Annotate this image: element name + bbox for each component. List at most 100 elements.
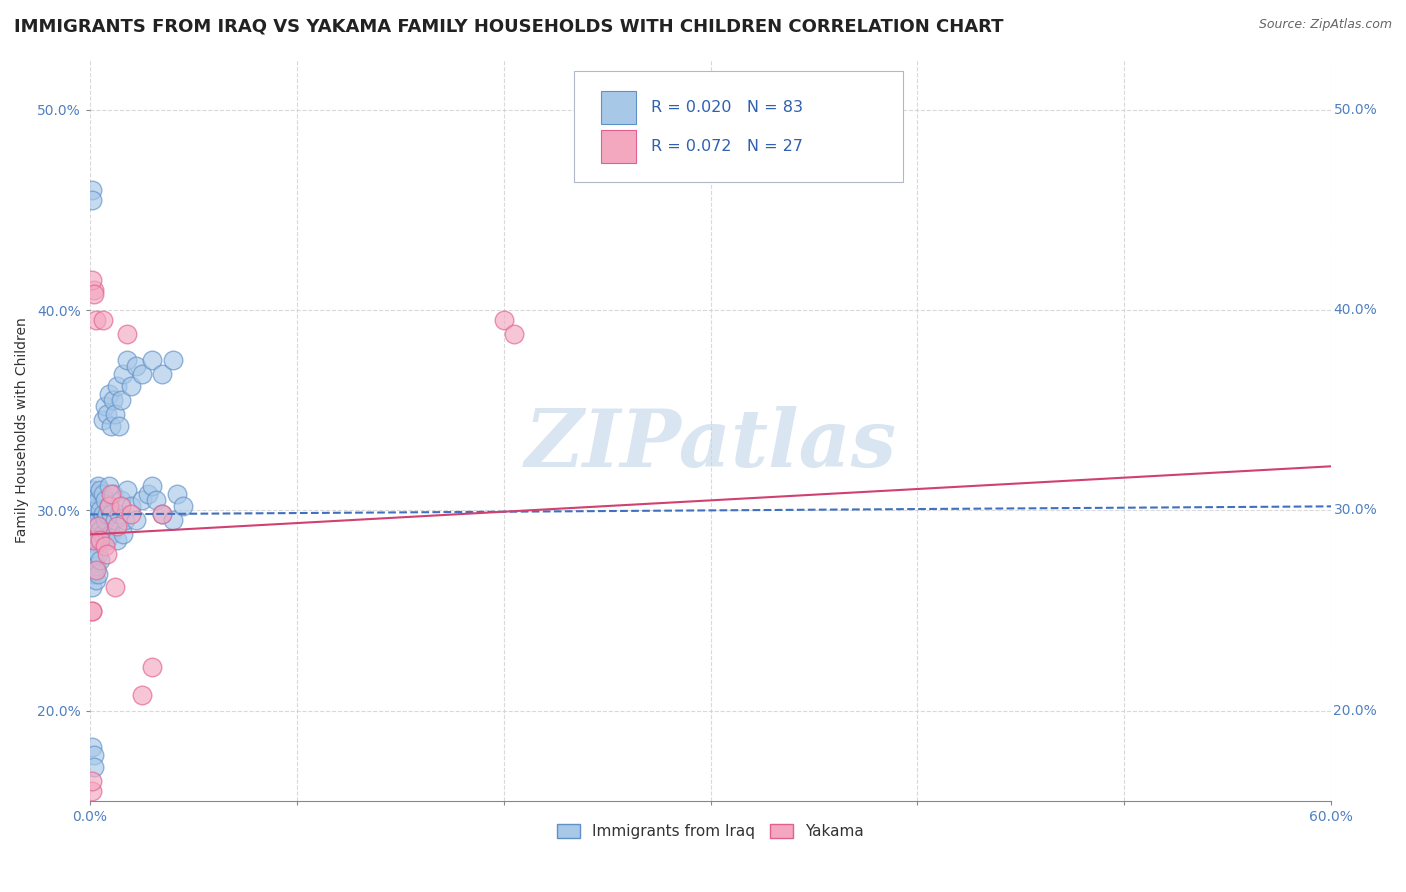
Point <box>87 519 110 533</box>
Point <box>83 287 105 301</box>
Point <box>141 479 163 493</box>
Point <box>145 493 167 508</box>
Point <box>83 483 105 498</box>
Point <box>87 513 110 527</box>
Point <box>114 513 136 527</box>
Point <box>108 419 131 434</box>
Point <box>141 353 163 368</box>
Point <box>83 543 105 558</box>
Point <box>83 533 105 548</box>
Point <box>86 503 108 517</box>
Point <box>87 567 110 582</box>
Point <box>166 487 188 501</box>
Point <box>108 508 131 522</box>
Point <box>96 548 118 562</box>
Point <box>105 379 128 393</box>
Point <box>97 479 120 493</box>
Point <box>105 533 128 548</box>
Point <box>121 508 143 522</box>
Point <box>89 524 111 538</box>
Point <box>162 353 184 368</box>
Point <box>93 513 115 527</box>
Point <box>82 503 104 517</box>
Point <box>82 784 104 798</box>
FancyBboxPatch shape <box>602 91 636 124</box>
Point <box>162 513 184 527</box>
Text: 20.0%: 20.0% <box>1333 704 1378 718</box>
Point <box>87 479 110 493</box>
Text: IMMIGRANTS FROM IRAQ VS YAKAMA FAMILY HOUSEHOLDS WITH CHILDREN CORRELATION CHART: IMMIGRANTS FROM IRAQ VS YAKAMA FAMILY HO… <box>14 18 1004 36</box>
Point <box>89 503 111 517</box>
Point <box>124 513 146 527</box>
Point <box>97 500 120 514</box>
Point <box>121 500 143 514</box>
Point <box>82 183 104 197</box>
Point <box>91 508 114 522</box>
Point <box>96 407 118 421</box>
Point <box>86 519 108 533</box>
Text: R = 0.072   N = 27: R = 0.072 N = 27 <box>651 139 803 154</box>
Point <box>110 500 132 514</box>
Point <box>104 513 127 527</box>
Point <box>136 487 159 501</box>
Point <box>82 580 104 594</box>
Point <box>104 580 127 594</box>
Point <box>96 508 118 522</box>
Point <box>105 519 128 533</box>
Point <box>86 487 108 501</box>
Point <box>83 493 105 508</box>
Point <box>97 500 120 514</box>
Point <box>82 493 104 508</box>
Point <box>86 513 108 527</box>
Point <box>100 487 122 501</box>
Text: R = 0.020   N = 83: R = 0.020 N = 83 <box>651 100 803 115</box>
Point <box>91 413 114 427</box>
Point <box>503 327 526 342</box>
Point <box>104 407 127 421</box>
Point <box>101 393 124 408</box>
FancyBboxPatch shape <box>574 70 903 182</box>
Point <box>112 527 135 541</box>
Point <box>152 508 174 522</box>
Point <box>96 533 118 548</box>
Point <box>83 567 105 582</box>
Point <box>86 564 108 578</box>
Point <box>93 399 115 413</box>
Point <box>91 487 114 501</box>
Point <box>83 503 105 517</box>
Point <box>100 527 122 541</box>
Point <box>83 513 105 527</box>
Point <box>83 747 105 762</box>
Point <box>110 393 132 408</box>
Point <box>131 493 153 508</box>
Point <box>89 483 111 498</box>
Point <box>82 193 104 207</box>
Point <box>100 508 122 522</box>
Point <box>117 353 139 368</box>
Point <box>87 493 110 508</box>
Point <box>100 419 122 434</box>
Point <box>492 313 515 327</box>
Point <box>91 313 114 327</box>
Text: ZIPatlas: ZIPatlas <box>524 407 897 483</box>
Point <box>124 359 146 373</box>
Point <box>93 493 115 508</box>
Point <box>110 493 132 508</box>
Point <box>82 739 104 754</box>
Point <box>89 553 111 567</box>
Point <box>86 313 108 327</box>
Point <box>131 367 153 381</box>
Point <box>86 533 108 548</box>
Point <box>86 574 108 588</box>
Point <box>89 533 111 548</box>
Point <box>87 548 110 562</box>
Point <box>121 379 143 393</box>
Point <box>83 283 105 297</box>
Point <box>131 688 153 702</box>
FancyBboxPatch shape <box>602 130 636 163</box>
Point <box>83 553 105 567</box>
Text: Source: ZipAtlas.com: Source: ZipAtlas.com <box>1258 18 1392 31</box>
Text: 30.0%: 30.0% <box>1333 503 1378 517</box>
Text: 50.0%: 50.0% <box>1333 103 1378 117</box>
Point <box>101 487 124 501</box>
